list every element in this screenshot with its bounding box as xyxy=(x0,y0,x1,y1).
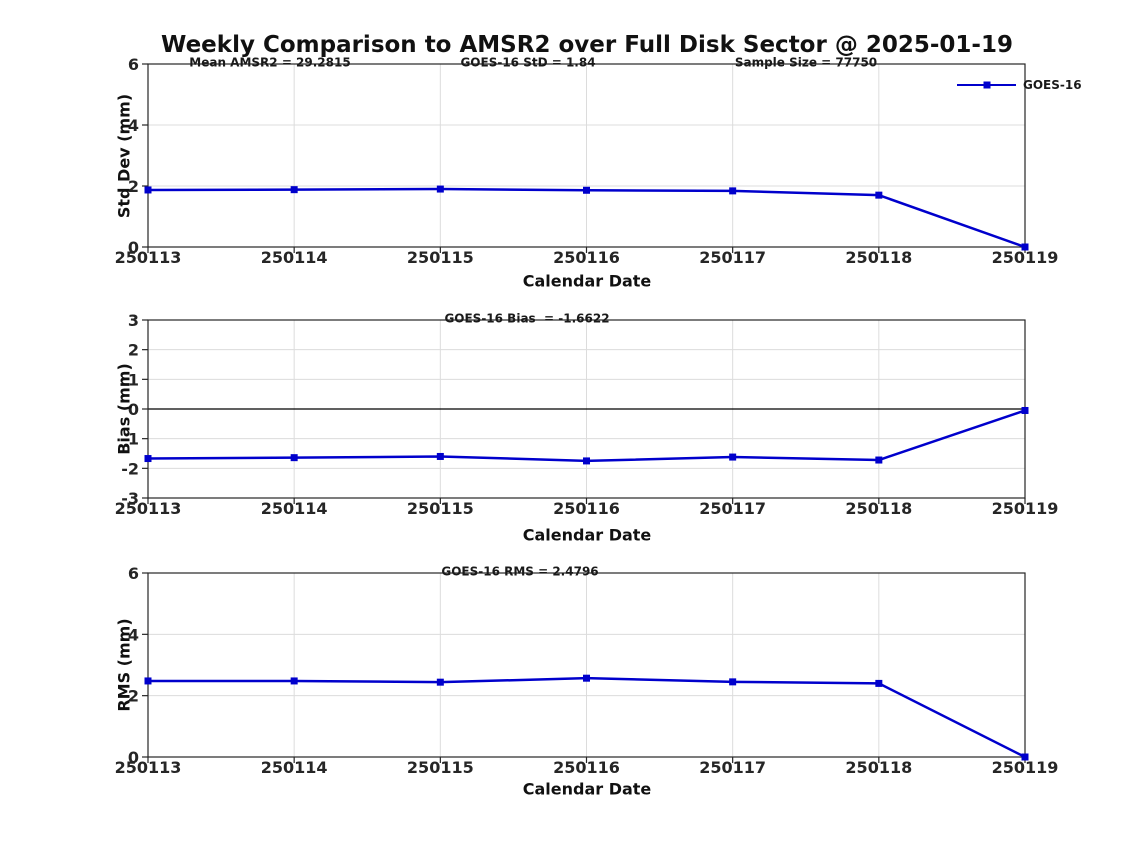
data-point-marker xyxy=(729,453,737,461)
x-tick-label: 250116 xyxy=(553,248,620,267)
y-tick-label: -2 xyxy=(121,459,139,478)
data-point-marker xyxy=(875,456,883,464)
data-point-marker xyxy=(144,677,152,685)
y-tick-label: 1 xyxy=(128,370,139,389)
data-point-marker xyxy=(290,677,298,685)
data-point-marker xyxy=(583,674,590,682)
data-point-marker xyxy=(436,452,444,460)
y-axis-label-bias: Bias (mm) xyxy=(114,363,134,455)
y-axis-label-rms: RMS (mm) xyxy=(114,618,134,712)
x-tick-label: 250115 xyxy=(407,248,474,267)
x-tick-label: 250118 xyxy=(845,758,912,777)
y-tick-label: -3 xyxy=(121,489,139,508)
annotation-goes16-bias: GOES-16 Bias = -1.6622 xyxy=(444,311,610,326)
x-tick-label: 250114 xyxy=(261,248,328,267)
data-point-marker xyxy=(144,186,152,194)
data-point-marker xyxy=(436,678,444,686)
x-tick-label: 250113 xyxy=(115,248,182,267)
x-tick-label: 250118 xyxy=(845,499,912,518)
x-tick-label: 250119 xyxy=(992,248,1059,267)
legend-line-sample xyxy=(957,81,1016,89)
annotation-mean-amsr2: Mean AMSR2 = 29.2815 xyxy=(189,55,351,70)
x-tick-label: 250118 xyxy=(845,248,912,267)
y-tick-label: 3 xyxy=(128,311,139,330)
data-point-marker xyxy=(583,457,590,465)
x-tick-label: 250115 xyxy=(407,758,474,777)
x-tick-label: 250113 xyxy=(115,499,182,518)
x-axis-label-1: Calendar Date xyxy=(522,271,652,291)
data-point-marker xyxy=(290,454,298,462)
x-tick-label: 250113 xyxy=(115,758,182,777)
data-point-marker xyxy=(875,191,883,199)
data-point-marker xyxy=(1021,753,1029,761)
y-tick-label: 0 xyxy=(128,400,139,419)
legend-label: GOES-16 xyxy=(1023,78,1082,92)
y-tick-label: 6 xyxy=(128,564,139,583)
legend-marker xyxy=(983,81,990,89)
y-tick-label: 4 xyxy=(128,625,139,644)
y-tick-label: -1 xyxy=(121,430,139,449)
annotation-goes16-std: GOES-16 StD = 1.84 xyxy=(460,55,596,70)
data-point-marker xyxy=(583,186,590,194)
data-point-marker xyxy=(1021,243,1029,251)
figure-title: Weekly Comparison to AMSR2 over Full Dis… xyxy=(161,32,1013,58)
data-point-marker xyxy=(436,185,444,193)
data-point-marker xyxy=(1021,406,1029,414)
x-tick-label: 250117 xyxy=(699,499,766,518)
annotation-sample-size: Sample Size = 77750 xyxy=(734,55,878,70)
x-tick-label: 250119 xyxy=(992,758,1059,777)
x-tick-label: 250117 xyxy=(699,248,766,267)
y-tick-label: 2 xyxy=(128,177,139,196)
data-point-marker xyxy=(875,679,883,687)
y-tick-label: 2 xyxy=(128,687,139,706)
y-tick-label: 2 xyxy=(128,341,139,360)
annotation-goes16-rms: GOES-16 RMS = 2.4796 xyxy=(441,564,599,579)
x-tick-label: 250119 xyxy=(992,499,1059,518)
x-tick-label: 250116 xyxy=(553,758,620,777)
data-point-marker xyxy=(729,678,737,686)
x-tick-label: 250114 xyxy=(261,499,328,518)
data-point-marker xyxy=(290,186,298,194)
x-axis-label-2: Calendar Date xyxy=(522,525,652,545)
x-tick-label: 250114 xyxy=(261,758,328,777)
x-tick-label: 250115 xyxy=(407,499,474,518)
x-axis-label-3: Calendar Date xyxy=(522,779,652,799)
data-point-marker xyxy=(144,455,152,463)
data-point-marker xyxy=(729,187,737,195)
y-tick-label: 6 xyxy=(128,55,139,74)
legend: GOES-16 xyxy=(957,78,1082,92)
y-tick-label: 0 xyxy=(128,748,139,767)
x-tick-label: 250116 xyxy=(553,499,620,518)
y-axis-label-std-dev: Std Dev (mm) xyxy=(114,93,134,219)
x-tick-label: 250117 xyxy=(699,758,766,777)
y-tick-label: 4 xyxy=(128,116,139,135)
y-tick-label: 0 xyxy=(128,238,139,257)
